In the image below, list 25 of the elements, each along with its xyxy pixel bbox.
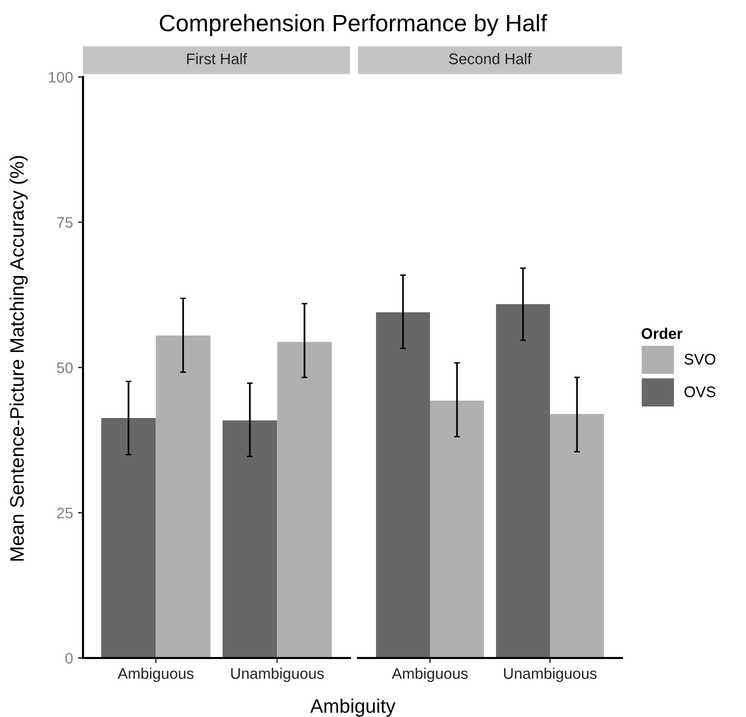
bar — [156, 336, 210, 658]
y-tick-label: 50 — [56, 362, 73, 374]
y-tick-label: 100 — [48, 72, 73, 83]
bar — [101, 418, 156, 658]
bar — [550, 414, 604, 658]
y-tick-label: 25 — [57, 508, 73, 518]
x-axis-title: Ambiguity — [310, 698, 396, 717]
bar — [222, 420, 278, 658]
x-tick-label: Ambiguous — [392, 668, 468, 682]
y-axis-title: Mean Sentence-Picture Matching Accuracy (%) — [10, 156, 28, 561]
bar — [496, 304, 550, 658]
bar — [430, 400, 484, 658]
chart-subtitle: Second Half — [449, 53, 532, 64]
y-tick-label: 0 — [65, 652, 73, 664]
chart-subtitle: First Half — [187, 53, 248, 64]
x-tick-label: Ambiguous — [118, 668, 194, 682]
chart-title: Comprehension Performance by Half — [160, 14, 548, 36]
legend-title: Order — [642, 328, 682, 339]
x-tick-label: Unambiguous — [504, 668, 597, 682]
bar — [376, 312, 430, 658]
legend-label: SVO — [684, 354, 716, 365]
y-tick-label: 75 — [57, 217, 73, 228]
bar — [277, 342, 332, 658]
legend-label: OVS — [684, 386, 716, 398]
x-tick-label: Unambiguous — [231, 668, 324, 682]
